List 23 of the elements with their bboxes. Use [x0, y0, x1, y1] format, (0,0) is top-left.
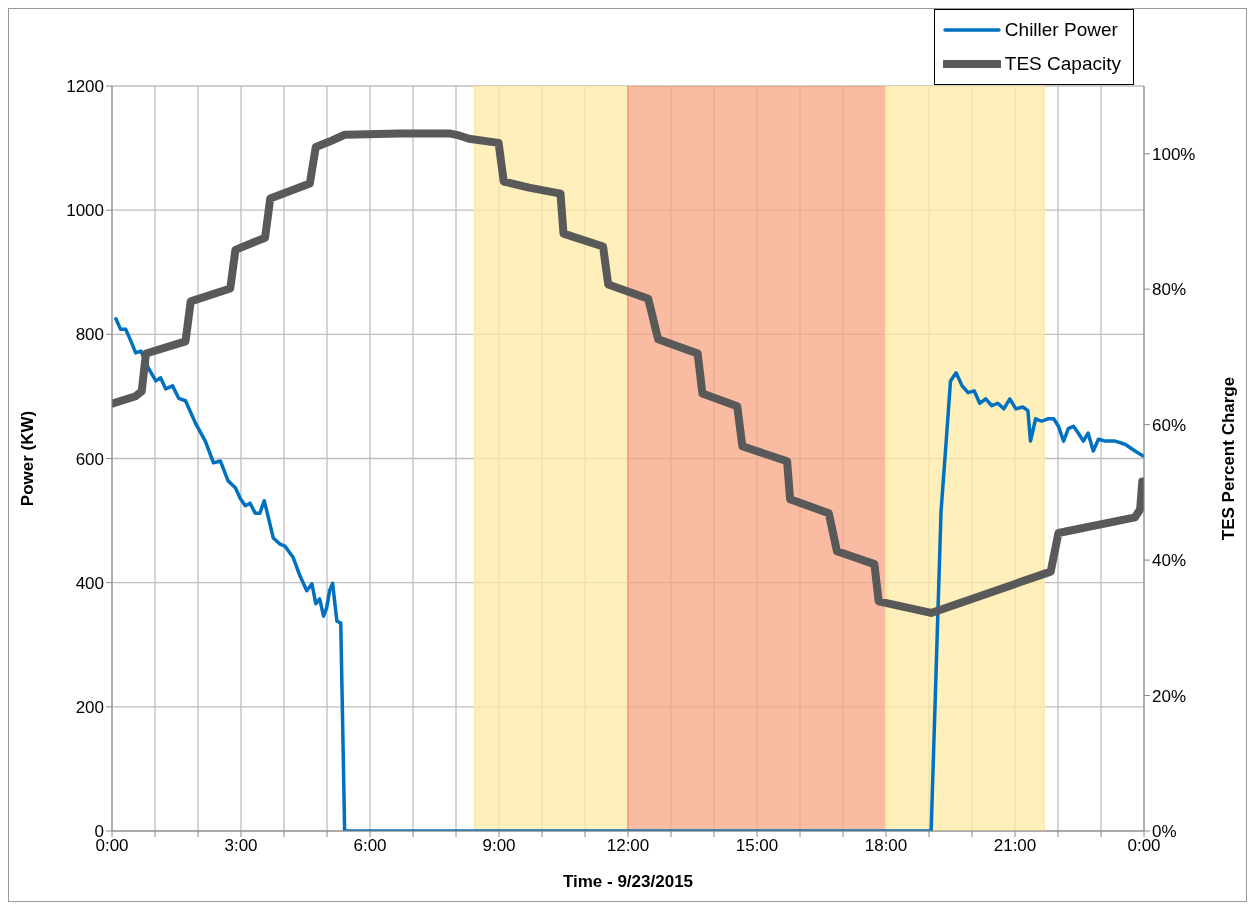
- y-tick-label: 200: [75, 697, 104, 717]
- y-tick-label: 400: [75, 573, 104, 593]
- y-tick-label: 800: [75, 325, 104, 345]
- x-tick-label: 21:00: [993, 836, 1037, 856]
- x-tick-label: 3:00: [224, 836, 258, 856]
- x-tick-label: 18:00: [864, 836, 908, 856]
- y2-axis-title: TES Percent Charge: [1219, 376, 1239, 541]
- x-tick-label: 12:00: [606, 836, 650, 856]
- y-tick-label: 1200: [66, 77, 104, 97]
- x-tick-label: 6:00: [353, 836, 387, 856]
- y2-tick-label: 60%: [1152, 415, 1187, 435]
- y-tick-label: 1000: [66, 201, 104, 221]
- y-axis-title: Power (KW): [18, 410, 38, 507]
- y2-tick-label: 20%: [1152, 686, 1187, 706]
- x-tick-label: 15:00: [735, 836, 779, 856]
- legend-label: TES Capacity: [1004, 53, 1121, 75]
- y2-tick-label: 100%: [1152, 144, 1196, 164]
- x-axis-title: Time - 9/23/2015: [562, 872, 694, 891]
- x-tick-label: 9:00: [482, 836, 516, 856]
- y2-tick-label: 80%: [1152, 280, 1187, 300]
- legend-label: Chiller Power: [1004, 19, 1118, 41]
- y-tick-label: 600: [75, 449, 104, 469]
- y2-tick-label: 40%: [1152, 551, 1187, 571]
